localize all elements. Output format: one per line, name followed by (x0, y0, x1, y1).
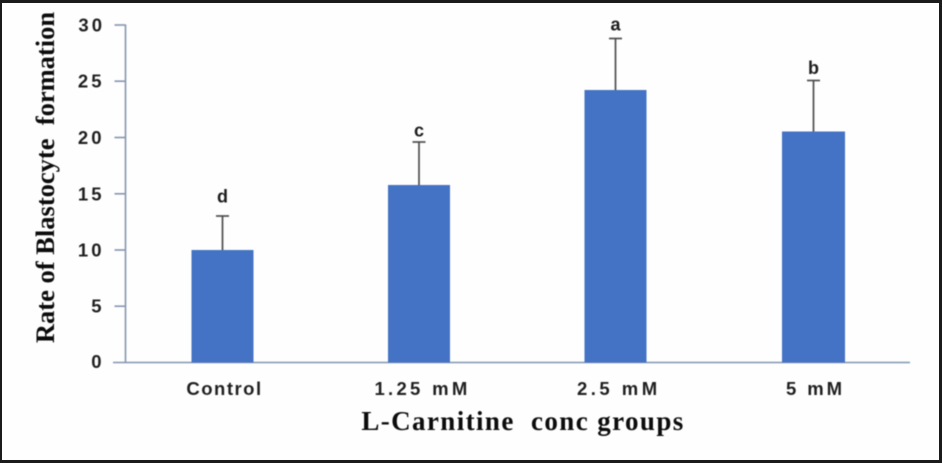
svg-text:b: b (808, 58, 819, 78)
svg-text:20: 20 (78, 127, 105, 148)
svg-text:c: c (414, 121, 424, 141)
svg-text:2.5 mM: 2.5 mM (577, 378, 661, 399)
svg-text:1.25 mM: 1.25 mM (374, 378, 470, 399)
svg-text:Rate of Blastocyte formation: Rate of Blastocyte formation (30, 12, 60, 343)
svg-text:10: 10 (78, 240, 105, 261)
svg-text:L-Carnitine conc groups: L-Carnitine conc groups (361, 406, 684, 436)
svg-text:5 mM: 5 mM (786, 378, 845, 399)
svg-text:30: 30 (78, 15, 105, 36)
svg-text:5: 5 (91, 296, 104, 317)
svg-text:0: 0 (91, 351, 104, 372)
svg-text:15: 15 (78, 183, 105, 204)
svg-text:Control: Control (186, 378, 262, 399)
svg-text:a: a (610, 15, 621, 35)
svg-text:d: d (217, 187, 228, 207)
svg-text:25: 25 (78, 71, 105, 92)
